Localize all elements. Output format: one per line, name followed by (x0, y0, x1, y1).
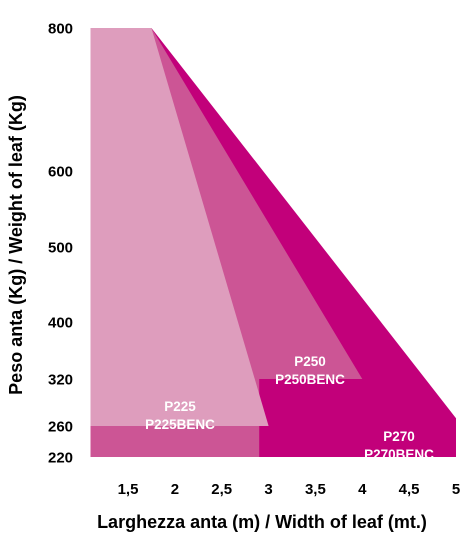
x-tick-label: 3 (264, 481, 272, 498)
y-axis-title: Peso anta (Kg) / Weight of leaf (Kg) (6, 95, 26, 395)
region-label-p250-line1: P250 (294, 354, 326, 369)
region-label-p225-line1: P225 (164, 399, 196, 414)
y-axis-ticks: 220 260 320 400 500 600 800 (48, 21, 73, 467)
x-tick-label: 4 (358, 481, 367, 498)
x-tick-label: 3,5 (305, 481, 326, 498)
region-label-p270-line2: P270BENC (364, 447, 434, 462)
x-tick-label: 5 (452, 481, 460, 498)
x-tick-label: 1,5 (118, 481, 139, 498)
x-tick-label: 4,5 (399, 481, 420, 498)
y-tick-label: 220 (48, 450, 73, 467)
x-axis-ticks: 1,5 2 2,5 3 3,5 4 4,5 5 (118, 481, 461, 498)
y-tick-label: 400 (48, 315, 73, 332)
region-labels: P270 P270BENC P250 P250BENC P225 P225BEN… (145, 354, 434, 462)
region-label-p270-line1: P270 (383, 429, 415, 444)
y-tick-label: 800 (48, 21, 73, 38)
x-tick-label: 2 (171, 481, 179, 498)
plot-area (90, 28, 456, 457)
y-tick-label: 260 (48, 419, 73, 436)
y-tick-label: 320 (48, 372, 73, 389)
y-tick-label: 500 (48, 240, 73, 257)
x-tick-label: 2,5 (211, 481, 232, 498)
region-p225 (90, 28, 269, 426)
region-label-p250-line2: P250BENC (275, 372, 345, 387)
y-tick-label: 600 (48, 164, 73, 181)
x-axis-title: Larghezza anta (m) / Width of leaf (mt.) (97, 512, 427, 532)
region-label-p225-line2: P225BENC (145, 417, 215, 432)
